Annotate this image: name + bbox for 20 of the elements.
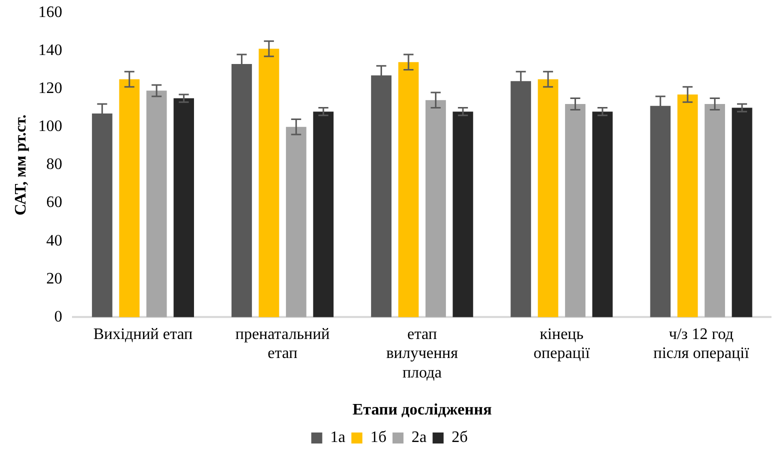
x-tick-label: етап вилучення плода xyxy=(386,326,459,382)
legend-label: 1а xyxy=(330,429,346,446)
x-tick-label: Вихідний етап xyxy=(93,326,194,344)
y-tick-label: 40 xyxy=(46,232,62,250)
x-axis-title: Етапи дослідження xyxy=(352,402,492,419)
y-tick-label: 120 xyxy=(38,80,62,97)
x-tick-label: ч/з 12 год після операції xyxy=(653,326,750,362)
y-axis-title: САТ, мм рт.ст. xyxy=(12,114,30,216)
y-tick-label: 160 xyxy=(38,4,62,21)
y-tick-label: 140 xyxy=(38,42,62,59)
x-tick-label: кінець операції xyxy=(534,326,590,362)
legend-label: 2а xyxy=(412,429,427,446)
legend-label: 2б xyxy=(452,429,468,446)
y-tick-label: 0 xyxy=(54,308,62,326)
x-tick-label: пренатальний етап xyxy=(235,326,330,362)
y-tick-label: 60 xyxy=(46,194,62,212)
y-tick-label: 20 xyxy=(46,270,62,288)
legend-label: 1б xyxy=(370,429,386,446)
y-tick-label: 80 xyxy=(46,156,62,174)
y-tick-label: 100 xyxy=(38,118,62,136)
